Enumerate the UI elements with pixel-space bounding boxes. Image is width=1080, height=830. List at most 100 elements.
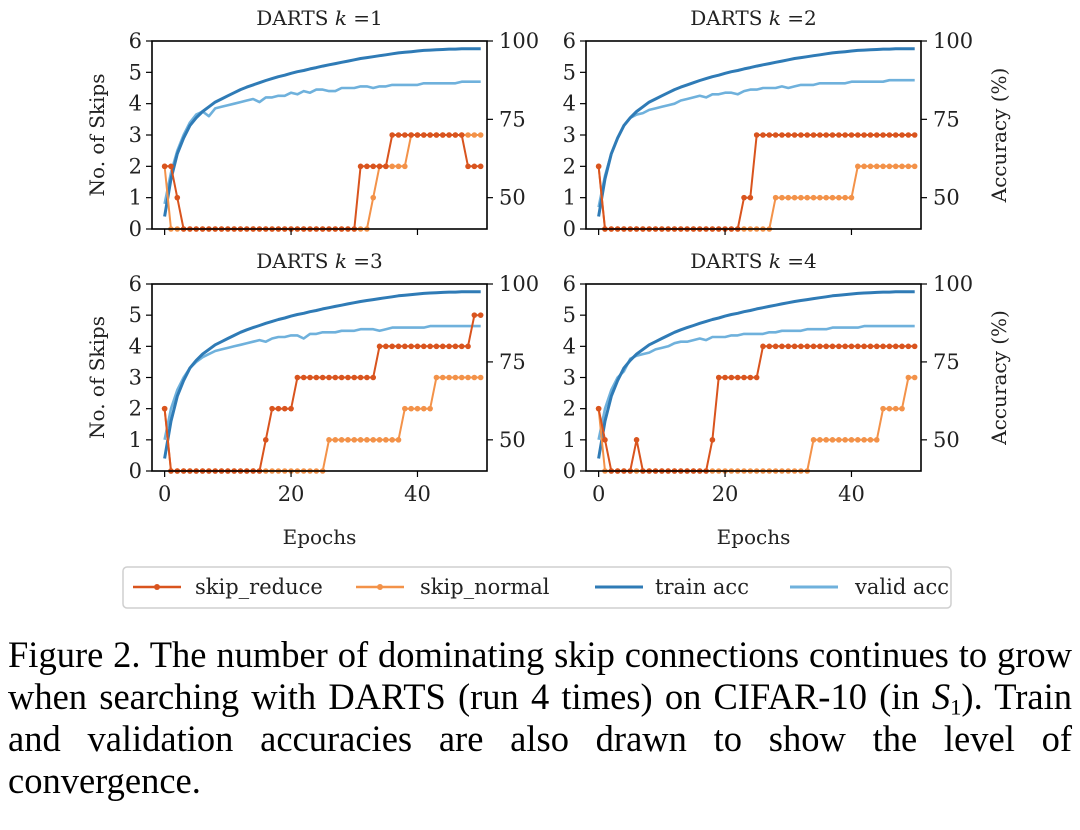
skip-normal-point [854,163,861,170]
x-axis-label: Epochs [717,525,791,549]
skip-reduce-point [772,132,779,138]
train-acc-line [597,290,915,459]
skip-reduce-point [886,132,893,138]
skip-reduce-line [597,345,915,472]
left-tick-label: 5 [563,303,576,327]
skip-reduce-point [785,132,792,138]
skip-normal-point [911,163,918,170]
skip-normal-point [338,437,345,443]
skip-reduce-point [867,343,874,350]
skip-reduce-point [722,374,728,381]
skip-reduce-point [791,132,798,138]
skip-reduce-point [633,437,640,443]
left-tick-label: 6 [563,272,576,296]
skip-normal-point [829,194,836,201]
panel-title-prefix: DARTS [690,249,769,273]
panel-title-k: k [769,6,781,30]
skip-normal-point [420,405,427,412]
left-tick-label: 0 [563,459,576,483]
skip-reduce-point [414,132,421,138]
skip-reduce-line [597,134,915,230]
left-tick-label: 1 [129,186,142,210]
panel-title-prefix: DARTS [256,6,335,30]
skip-reduce-point [779,343,785,350]
skip-normal-point [433,374,440,381]
skip-normal-point [477,132,484,138]
skip-normal-point [427,405,433,412]
valid-acc-line [597,324,915,441]
skip-reduce-point [880,343,886,350]
skip-normal-point [880,163,886,170]
skip-reduce-point [465,343,471,350]
skip-reduce-point [829,132,836,138]
skip-normal-point [408,405,414,412]
skip-reduce-point [715,374,722,381]
skip-reduce-point [439,132,446,138]
skip-reduce-point [753,132,760,138]
skip-reduce-point [433,132,440,138]
skip-normal-point [848,194,855,201]
right-tick-label: 75 [933,350,960,374]
skip-normal-point [810,194,817,201]
skip-reduce-point [313,374,320,381]
y-axis-label-left: No. of Skips [85,74,109,197]
skip-reduce-point [402,343,408,350]
y-axis-label-left: No. of Skips [85,316,109,439]
skip-normal-point [817,437,823,443]
panel-title-value: =4 [781,249,817,273]
skip-normal-point [836,194,842,201]
skip-normal-point [785,194,792,201]
skip-reduce-point [595,405,602,412]
skip-reduce-point [446,343,452,350]
skip-reduce-point [174,194,181,201]
x-tick-label: 20 [278,482,305,506]
legend-label-skip-normal: skip_normal [420,575,550,599]
skip-reduce-point [307,374,313,381]
skip-reduce-point [414,343,421,350]
legend-label-skip-reduce: skip_reduce [195,575,323,599]
skip-reduce-point [886,343,893,350]
skip-reduce-point [817,132,823,138]
skip-normal-point [779,194,785,201]
skip-reduce-point [804,132,811,138]
valid-acc-line [597,78,915,208]
skip-reduce-point [836,132,842,138]
legend-box [122,566,952,609]
caption-text-part2: ). Train and validation accuracies are a… [8,676,1072,801]
skip-reduce-point [370,374,377,381]
skip-normal-point [867,437,874,443]
skip-normal-point [899,163,905,170]
skip-normal-point [351,437,358,443]
skip-reduce-point [275,405,282,412]
skip-normal-point [357,437,364,443]
skip-reduce-point [471,163,478,170]
skip-reduce-point [848,343,855,350]
skip-reduce-point [861,343,867,350]
train-acc-line [163,290,481,459]
skip-normal-point [905,163,912,170]
skip-reduce-point [383,163,389,170]
skip-reduce-line [164,134,481,230]
skip-reduce-point [766,132,773,138]
skip-reduce-point [161,405,168,412]
skip-reduce-point [810,132,817,138]
skip-reduce-point [262,437,269,443]
valid-acc-line [163,80,481,205]
left-tick-label: 0 [129,459,142,483]
left-tick-label: 4 [129,334,142,358]
panel-title: DARTS k =4 [690,249,817,273]
skip-reduce-point [873,343,880,350]
skip-normal-point [810,437,817,443]
left-tick-label: 3 [563,366,576,390]
skip-reduce-point [168,163,174,170]
legend-entry-train-acc: train acc [595,575,749,599]
left-tick-label: 2 [129,397,142,421]
panel-title-k: k [335,249,347,273]
skip-reduce-point [829,343,836,350]
skip-reduce-point [766,343,773,350]
skip-normal-point [452,374,459,381]
x-tick-label: 0 [158,482,171,506]
skip-reduce-point [408,343,414,350]
skip-normal-point [861,437,867,443]
panel-3: DARTS k =3 0 1 2 3 4 5 6 50 75 100 0 20 40 No. of Skip… [85,249,539,549]
